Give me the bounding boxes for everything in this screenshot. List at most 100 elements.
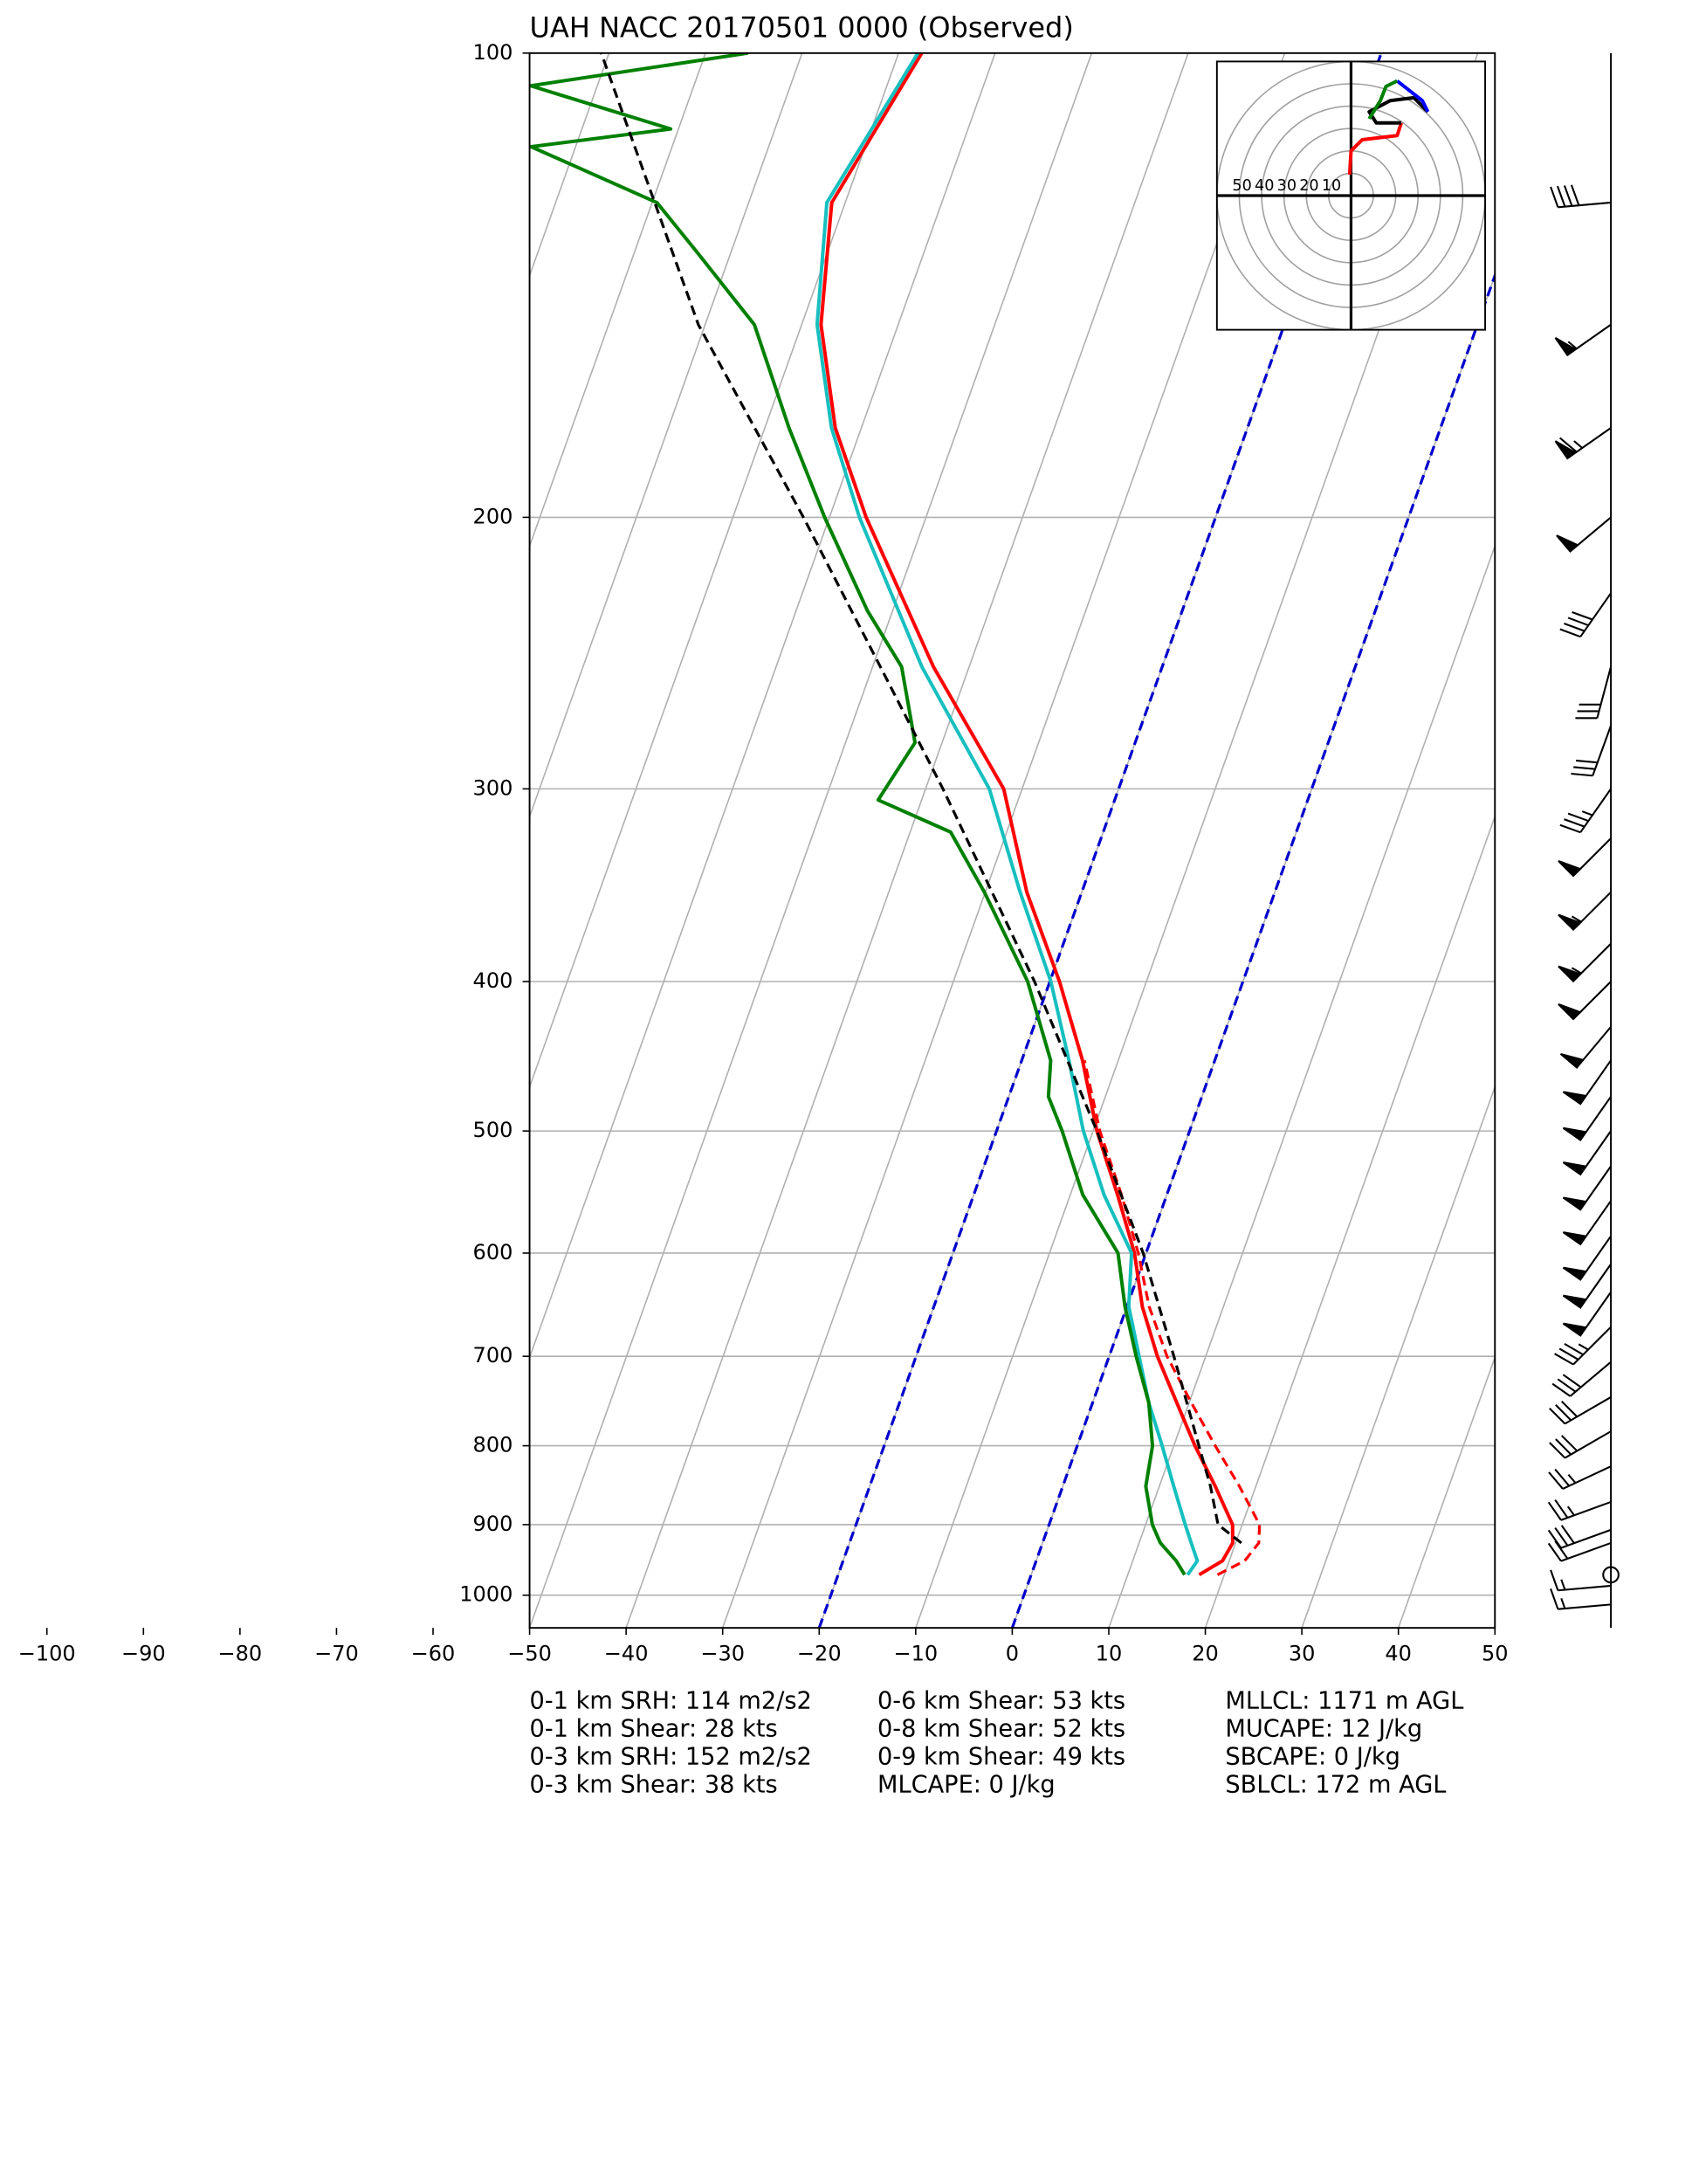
y-tick-label: 200: [473, 504, 513, 528]
x-tick-label: 10: [1096, 1642, 1123, 1666]
wind-barb: [1562, 1235, 1612, 1281]
wind-barb: [1562, 1096, 1612, 1141]
wind-barb: [1547, 1540, 1612, 1562]
wind-barb: [1562, 1292, 1612, 1337]
wind-barbs: [1547, 184, 1620, 1610]
y-tick-label: 800: [473, 1433, 513, 1457]
hodograph-line: [1367, 95, 1429, 125]
wind-barb: [1559, 788, 1612, 834]
isotherm: [1204, 814, 1496, 1629]
x-tick-label: −10: [894, 1642, 939, 1666]
wind-barb: [1558, 981, 1612, 1021]
hodograph-ring-label: 20: [1299, 177, 1318, 195]
x-tick-label: −90: [121, 1642, 166, 1666]
wind-barb: [1562, 1165, 1612, 1211]
x-tick-label: −80: [218, 1642, 263, 1666]
stats: 0-1 km SRH: 114 m2/s20-1 km Shear: 28 kt…: [530, 1687, 1464, 1798]
hodograph-ring-label: 30: [1277, 177, 1297, 195]
wind-barb: [1571, 725, 1613, 777]
x-tick-label: −60: [411, 1642, 456, 1666]
stat-text: SBCAPE: 0 J/kg: [1225, 1743, 1400, 1770]
highlight-isotherm: [817, 52, 1383, 1629]
x-tick-label: 30: [1289, 1642, 1316, 1666]
hodograph-line: [1367, 79, 1399, 121]
stat-text: SBLCL: 172 m AGL: [1225, 1771, 1446, 1798]
stat-text: MLLCL: 1171 m AGL: [1225, 1687, 1463, 1714]
hodograph-ring-label: 10: [1322, 177, 1341, 195]
chart-title: UAH NACC 20170501 0000 (Observed): [530, 11, 1074, 45]
hodograph-plot: [1216, 61, 1486, 330]
wind-barb: [1554, 1326, 1612, 1366]
hodograph-line: [1347, 122, 1403, 176]
profile-line: [815, 52, 1200, 1576]
wind-barb: [1559, 592, 1612, 638]
wind-barb: [1558, 891, 1612, 932]
y-tick-label: 1000: [459, 1582, 512, 1607]
isotherm: [1108, 543, 1496, 1629]
wind-barb: [1558, 942, 1612, 983]
y-tick-label: 100: [473, 40, 513, 65]
wind-barb: [1554, 427, 1612, 460]
stat-text: 0-3 km SRH: 152 m2/s2: [530, 1743, 812, 1770]
x-tick-label: −20: [797, 1642, 842, 1666]
isotherm: [1301, 1085, 1496, 1629]
wind-barb: [1549, 1396, 1612, 1425]
wind-barb: [1562, 1200, 1612, 1246]
y-tick-label: 700: [473, 1343, 513, 1368]
stat-text: 0-1 km SRH: 114 m2/s2: [530, 1687, 812, 1714]
wind-barb: [1550, 1569, 1612, 1592]
wind-barb: [1547, 1498, 1612, 1521]
x-tick-label: −40: [604, 1642, 649, 1666]
hodograph: 50 40 30 20 10: [1215, 60, 1487, 331]
stat-text: MLCAPE: 0 J/kg: [877, 1771, 1056, 1798]
plot-area: [529, 52, 1496, 1629]
wind-barb: [1575, 666, 1613, 720]
wind-barb: [1548, 1465, 1612, 1490]
hodograph-line: [1396, 79, 1430, 113]
wind-barb: [1549, 1430, 1612, 1459]
wind-barb: [1550, 1588, 1612, 1610]
wind-barb: [1547, 1525, 1612, 1549]
isotherm: [529, 52, 706, 548]
wind-barb: [1558, 837, 1612, 878]
profile-line: [600, 52, 1242, 1545]
hodograph-ring-label: 50: [1232, 177, 1251, 195]
y-tick-label: 300: [473, 775, 513, 800]
stat-text: 0-6 km Shear: 53 kts: [877, 1687, 1125, 1714]
isotherm: [625, 52, 1189, 1629]
profile-line: [529, 52, 1187, 1576]
highlight-isotherm: [1010, 271, 1496, 1629]
wind-barb: [1550, 184, 1612, 209]
x-tick-label: 40: [1385, 1642, 1412, 1666]
y-tick-label: 400: [473, 968, 513, 993]
x-tick-label: −100: [18, 1642, 76, 1666]
wind-barb: [1562, 1264, 1612, 1309]
hodograph-frame: [1215, 60, 1487, 331]
y-tick-label: 900: [473, 1512, 513, 1536]
isotherm: [529, 52, 1093, 1629]
hodograph-ring-label: 40: [1255, 177, 1274, 195]
isotherm: [529, 52, 899, 1090]
x-tick-label: 20: [1192, 1642, 1219, 1666]
y-tick-label: 500: [473, 1118, 513, 1142]
y-tick-label: 600: [473, 1240, 513, 1264]
x-tick-label: −50: [507, 1642, 552, 1666]
x-tick-label: 0: [1006, 1642, 1019, 1666]
x-tick-label: −30: [700, 1642, 745, 1666]
wind-barb: [1562, 1130, 1612, 1176]
x-tick-label: 50: [1482, 1642, 1509, 1666]
isotherm: [529, 52, 803, 819]
wind-barb: [1559, 1026, 1612, 1069]
stat-text: 0-3 km Shear: 38 kts: [530, 1771, 778, 1798]
profile-line: [819, 52, 1235, 1577]
wind-barb: [1551, 1361, 1612, 1397]
isotherm: [1397, 1355, 1496, 1629]
isotherm: [529, 52, 996, 1360]
stat-text: MUCAPE: 12 J/kg: [1225, 1715, 1422, 1742]
stat-text: 0-1 km Shear: 28 kts: [530, 1715, 778, 1742]
wind-barb: [1554, 323, 1612, 357]
